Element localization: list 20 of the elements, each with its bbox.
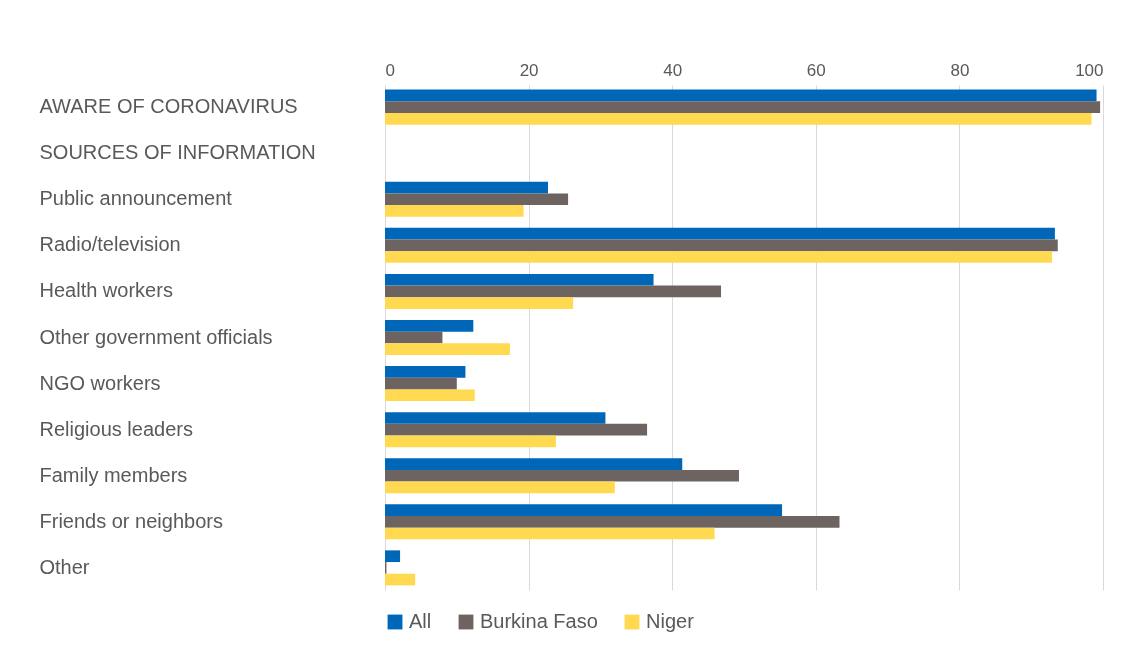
- y-tick-label: Friends or neighbors: [39, 509, 223, 532]
- legend-label: Burkina Faso: [480, 610, 598, 632]
- y-tick-label: Other: [39, 555, 90, 578]
- y-tick-label: Health workers: [39, 279, 173, 302]
- legend-label: All: [409, 610, 432, 632]
- x-tick-label: 60: [806, 60, 826, 80]
- y-tick-label: Family members: [39, 463, 188, 486]
- y-tick-label: SOURCES OF INFORMATION: [39, 141, 316, 164]
- y-tick-label: AWARE OF CORONAVIRUS: [39, 95, 298, 118]
- y-tick-label: Public announcement: [39, 187, 233, 210]
- x-tick-label: 100: [1075, 60, 1104, 80]
- y-tick-label: Other government officials: [39, 325, 273, 348]
- x-tick-label: 40: [663, 60, 683, 80]
- y-tick-label: NGO workers: [39, 371, 161, 394]
- x-tick-label: 20: [519, 60, 539, 80]
- y-tick-label: Radio/television: [39, 233, 181, 256]
- x-tick-label: 80: [950, 60, 970, 80]
- legend-label: Niger: [646, 610, 695, 632]
- x-tick-label: 0: [385, 60, 395, 80]
- y-tick-label: Religious leaders: [39, 417, 193, 440]
